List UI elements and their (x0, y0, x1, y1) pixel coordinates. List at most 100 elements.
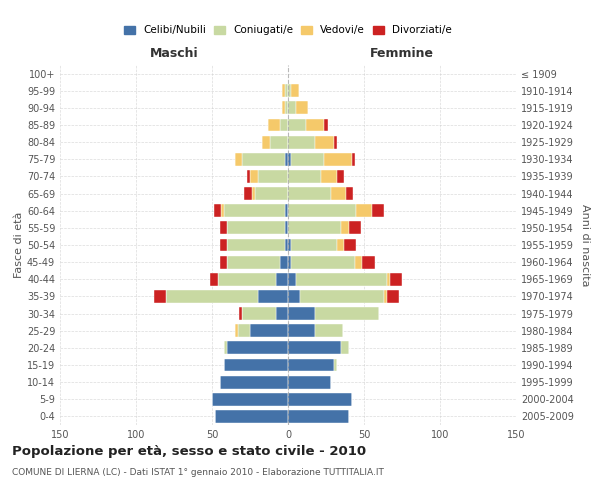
Bar (218, 273, 276, 285)
Bar (291, 256, 355, 268)
Bar (285, 238, 288, 252)
Bar (288, 102, 296, 114)
Bar (288, 84, 291, 97)
Bar (211, 273, 218, 285)
Bar (221, 204, 224, 217)
Bar (341, 342, 349, 354)
Bar (341, 222, 349, 234)
Text: COMUNE DI LIERNA (LC) - Dati ISTAT 1° gennaio 2010 - Elaborazione TUTTITALIA.IT: COMUNE DI LIERNA (LC) - Dati ISTAT 1° ge… (12, 468, 384, 477)
Bar (325, 153, 352, 166)
Bar (291, 238, 337, 252)
Bar (306, 118, 325, 132)
Bar (282, 84, 285, 97)
Bar (288, 136, 316, 148)
Bar (291, 84, 299, 97)
Bar (288, 256, 291, 268)
Bar (337, 170, 344, 183)
Y-axis label: Fasce di età: Fasce di età (14, 212, 24, 278)
Bar (244, 187, 251, 200)
Bar (300, 290, 384, 303)
Bar (387, 273, 390, 285)
Bar (247, 170, 250, 183)
Text: Maschi: Maschi (149, 47, 199, 60)
Bar (285, 222, 288, 234)
Bar (322, 170, 337, 183)
Bar (316, 324, 343, 337)
Bar (262, 136, 270, 148)
Bar (355, 256, 362, 268)
Bar (280, 256, 288, 268)
Bar (220, 238, 227, 252)
Bar (288, 290, 300, 303)
Bar (288, 376, 331, 388)
Bar (291, 153, 325, 166)
Bar (288, 187, 331, 200)
Bar (384, 290, 387, 303)
Bar (251, 187, 254, 200)
Bar (276, 273, 288, 285)
Bar (224, 204, 285, 217)
Bar (254, 187, 288, 200)
Bar (325, 118, 328, 132)
Bar (362, 256, 374, 268)
Bar (276, 307, 288, 320)
Bar (288, 410, 349, 423)
Bar (154, 290, 166, 303)
Bar (349, 222, 361, 234)
Legend: Celibi/Nubili, Coniugati/e, Vedovi/e, Divorziati/e: Celibi/Nubili, Coniugati/e, Vedovi/e, Di… (122, 24, 454, 38)
Bar (288, 170, 322, 183)
Bar (387, 290, 399, 303)
Bar (250, 170, 257, 183)
Bar (220, 376, 288, 388)
Bar (242, 307, 276, 320)
Bar (285, 102, 288, 114)
Bar (331, 187, 346, 200)
Bar (282, 102, 285, 114)
Bar (285, 153, 288, 166)
Bar (268, 118, 280, 132)
Bar (235, 324, 238, 337)
Bar (316, 307, 379, 320)
Bar (239, 307, 242, 320)
Bar (285, 204, 288, 217)
Bar (242, 153, 285, 166)
Bar (212, 393, 288, 406)
Bar (224, 358, 288, 372)
Bar (280, 118, 288, 132)
Bar (288, 324, 316, 337)
Y-axis label: Anni di nascita: Anni di nascita (580, 204, 590, 286)
Bar (214, 204, 221, 217)
Bar (224, 342, 227, 354)
Bar (288, 204, 356, 217)
Bar (371, 204, 384, 217)
Bar (334, 358, 337, 372)
Bar (288, 222, 341, 234)
Bar (257, 290, 288, 303)
Bar (344, 238, 356, 252)
Bar (390, 273, 402, 285)
Bar (316, 136, 334, 148)
Bar (346, 187, 353, 200)
Bar (250, 324, 288, 337)
Bar (220, 256, 227, 268)
Text: Femmine: Femmine (370, 47, 434, 60)
Bar (296, 102, 308, 114)
Text: Popolazione per età, sesso e stato civile - 2010: Popolazione per età, sesso e stato civil… (12, 445, 366, 458)
Bar (296, 273, 387, 285)
Bar (227, 222, 285, 234)
Bar (288, 273, 296, 285)
Bar (288, 393, 352, 406)
Bar (288, 358, 334, 372)
Bar (270, 136, 288, 148)
Bar (288, 342, 341, 354)
Bar (227, 342, 288, 354)
Bar (227, 238, 285, 252)
Bar (334, 136, 337, 148)
Bar (220, 222, 227, 234)
Bar (288, 118, 306, 132)
Bar (285, 84, 288, 97)
Bar (166, 290, 257, 303)
Bar (356, 204, 371, 217)
Bar (227, 256, 280, 268)
Bar (215, 410, 288, 423)
